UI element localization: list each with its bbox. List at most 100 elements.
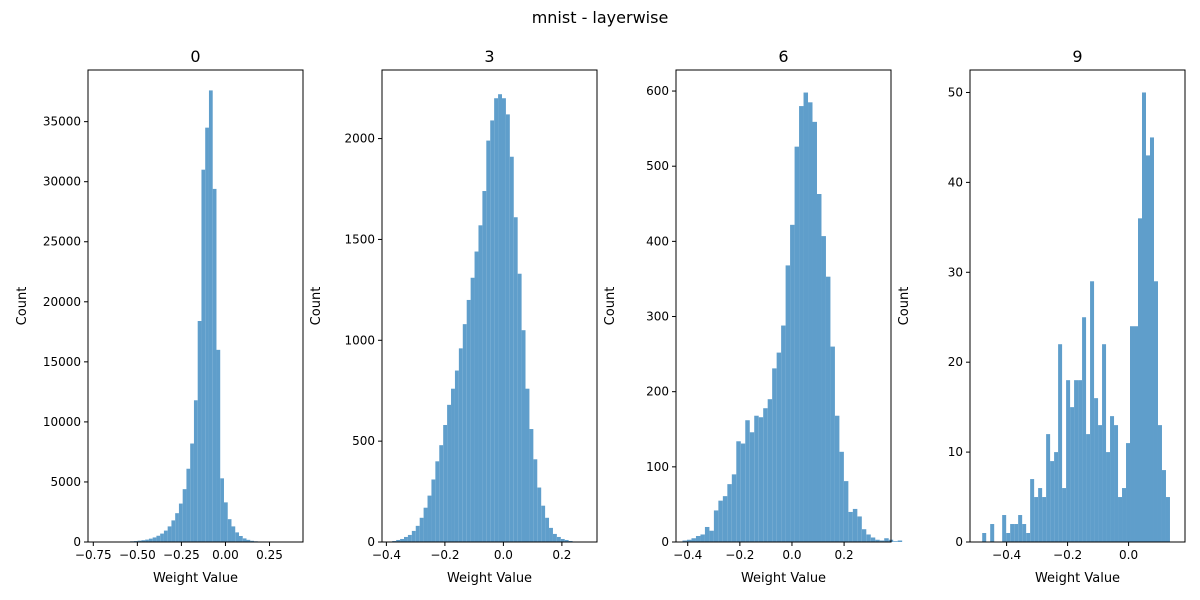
histogram-bar — [843, 481, 849, 542]
histogram-bar — [474, 251, 479, 543]
y-tick-label: 20 — [948, 355, 963, 369]
histogram-bar — [163, 530, 168, 542]
histogram-bar — [1078, 380, 1083, 542]
histogram-bar — [852, 508, 858, 542]
panel-title: 3 — [484, 47, 494, 66]
histogram-bar — [749, 432, 755, 542]
histogram-bar — [1130, 326, 1135, 542]
histogram-bar — [160, 533, 164, 542]
x-tick-label: −0.4 — [372, 548, 401, 562]
histogram-bar — [545, 517, 550, 542]
y-tick-label: 300 — [646, 310, 669, 324]
histogram-bar — [897, 540, 903, 542]
y-axis-label: Count — [603, 287, 618, 326]
y-tick-label: 1000 — [344, 333, 375, 347]
histogram-bar — [1090, 281, 1095, 542]
histogram-bar — [250, 540, 254, 542]
histogram-bar — [893, 541, 898, 542]
histogram-bar — [533, 459, 538, 542]
histogram-bar — [1050, 461, 1055, 542]
histogram-bar — [1138, 218, 1142, 542]
histogram-bar — [525, 388, 530, 542]
histogram-bar — [866, 534, 871, 542]
histogram-bar — [1026, 533, 1031, 542]
histogram-bar — [1161, 470, 1166, 542]
histogram-bar — [1034, 497, 1039, 542]
histogram-bar — [830, 346, 835, 542]
histogram-bar — [175, 513, 179, 542]
y-tick-label: 0 — [367, 535, 375, 549]
histogram-bar — [758, 417, 764, 542]
histogram-panel-9: −0.4 −0.2 0.0 0 10 20 30 40 50 9 Weight Value Count — [897, 47, 1186, 586]
histogram-bar — [839, 451, 844, 542]
histogram-bar — [740, 443, 746, 542]
x-tick-label: −0.2 — [1053, 548, 1082, 562]
histogram-bar — [834, 415, 840, 542]
histogram-bar — [990, 524, 995, 542]
y-tick-label: 0 — [73, 535, 81, 549]
histogram-bar — [451, 388, 455, 542]
histogram-panel-3: −0.4 −0.2 0.0 0.2 0 500 1000 1500 2000 3 Weight Va… — [309, 47, 598, 586]
histogram-bar — [1122, 488, 1127, 542]
histogram-bar — [1110, 416, 1115, 542]
histogram-bar — [722, 496, 728, 542]
histogram-bar — [1134, 326, 1139, 542]
histogram-bar — [141, 540, 146, 542]
histogram-bar — [156, 535, 161, 542]
histogram-bar — [242, 538, 247, 542]
y-tick-label: 35000 — [43, 115, 81, 129]
histogram-bar — [517, 273, 522, 542]
x-tick-label: 0.25 — [256, 548, 283, 562]
histogram-bar — [879, 540, 885, 542]
x-tick-label: 0.0 — [782, 548, 801, 562]
histogram-bar — [560, 538, 565, 542]
histogram-bar — [1114, 425, 1119, 542]
histogram-bar — [486, 140, 491, 542]
histogram-bar — [691, 538, 696, 542]
histogram-bar — [713, 510, 719, 542]
histogram-bar — [1054, 452, 1059, 542]
histogram-bar — [537, 487, 542, 542]
histogram-bar — [431, 479, 436, 542]
y-tick-label: 600 — [646, 84, 669, 98]
histogram-bar — [227, 519, 232, 542]
histogram-bar — [1018, 515, 1023, 542]
x-tick-label: 0.2 — [835, 548, 854, 562]
histogram-bar — [718, 500, 723, 542]
y-tick-label: 1500 — [344, 232, 375, 246]
histogram-bar — [1074, 380, 1079, 542]
histogram-bar — [152, 537, 157, 542]
histogram-bar — [216, 349, 221, 542]
histogram-bar — [568, 540, 573, 542]
x-tick-label: −0.4 — [673, 548, 702, 562]
histogram-bar — [1022, 524, 1027, 542]
y-tick-label: 0 — [661, 535, 669, 549]
histogram-bar — [1002, 515, 1007, 542]
histogram-bar — [505, 114, 510, 542]
histogram-bar — [709, 530, 714, 542]
histogram-bar — [171, 520, 176, 542]
histogram-panel-6: −0.4 −0.2 0.0 0.2 0 100 200 300 400 500 600 6 Weight… — [603, 47, 903, 586]
histogram-bar — [439, 445, 444, 542]
histogram-bar — [223, 502, 228, 542]
histogram-bar — [1157, 425, 1162, 542]
histogram-bar — [781, 325, 786, 542]
histogram-bar — [704, 526, 710, 542]
histogram-bar — [1165, 497, 1170, 542]
histogram-bar — [182, 489, 187, 542]
histogram-bar — [201, 169, 206, 542]
histogram-bar — [821, 236, 826, 542]
x-tick-label: −0.25 — [163, 548, 200, 562]
x-tick-label: 0.0 — [494, 548, 513, 562]
histogram-bar — [1066, 380, 1071, 542]
histogram-bar — [1042, 497, 1047, 542]
x-tick-label: −0.2 — [430, 548, 459, 562]
x-tick-label: 0.00 — [212, 548, 239, 562]
histogram-bar — [772, 368, 777, 542]
histogram-bar — [825, 276, 831, 542]
x-axis-label: Weight Value — [741, 571, 826, 586]
histogram-bar — [745, 420, 750, 542]
histogram-bar — [1010, 524, 1015, 542]
